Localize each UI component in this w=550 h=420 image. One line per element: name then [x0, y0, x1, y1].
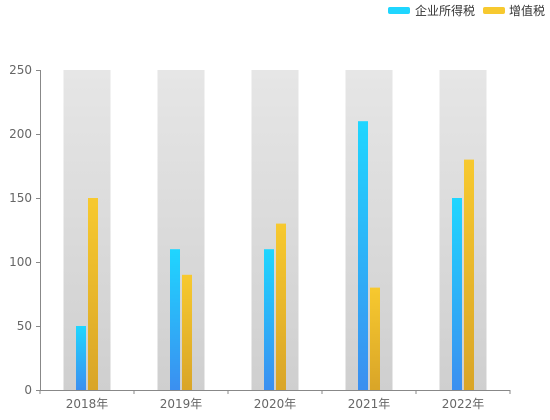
legend: 企业所得税 增值税	[388, 3, 545, 18]
bar-corporate-income-tax[interactable]	[452, 198, 462, 390]
background-bar	[63, 70, 111, 390]
background-bar	[251, 70, 299, 390]
bar-vat[interactable]	[182, 274, 192, 390]
bar-vat[interactable]	[88, 198, 98, 390]
legend-item-vat[interactable]: 增值税	[483, 3, 545, 18]
y-tick-label: 0	[24, 383, 32, 397]
bar-vat[interactable]	[370, 287, 380, 390]
legend-label-corporate-income-tax: 企业所得税	[415, 3, 475, 18]
bar-corporate-income-tax[interactable]	[76, 326, 86, 390]
y-tick-label: 100	[9, 255, 32, 269]
background-bar	[345, 70, 393, 390]
bar-corporate-income-tax[interactable]	[264, 249, 274, 390]
legend-label-vat: 增值税	[509, 3, 545, 18]
x-tick-label: 2022年	[442, 397, 485, 411]
y-tick-label: 250	[9, 63, 32, 77]
y-tick-label: 150	[9, 191, 32, 205]
x-tick-label: 2019年	[160, 397, 203, 411]
background-bar	[157, 70, 205, 390]
legend-item-corporate-income-tax[interactable]: 企业所得税	[388, 3, 475, 18]
x-tick-label: 2021年	[348, 397, 391, 411]
x-tick-label: 2018年	[66, 397, 109, 411]
bar-corporate-income-tax[interactable]	[170, 249, 180, 390]
x-axis: 2018年 2019年 2020年 2021年 2022年	[39, 390, 511, 411]
background-bars	[63, 70, 487, 390]
data-bars	[76, 121, 474, 390]
legend-swatch-vat	[483, 7, 505, 14]
x-tick-label: 2020年	[254, 397, 297, 411]
y-tick-label: 200	[9, 127, 32, 141]
y-axis: 0 50 100 150 200 250	[9, 63, 41, 397]
bar-vat[interactable]	[464, 159, 474, 390]
bar-corporate-income-tax[interactable]	[358, 121, 368, 390]
bar-vat[interactable]	[276, 223, 286, 390]
y-tick-label: 50	[17, 319, 32, 333]
background-bar	[439, 70, 487, 390]
legend-swatch-corporate-income-tax	[388, 7, 410, 14]
